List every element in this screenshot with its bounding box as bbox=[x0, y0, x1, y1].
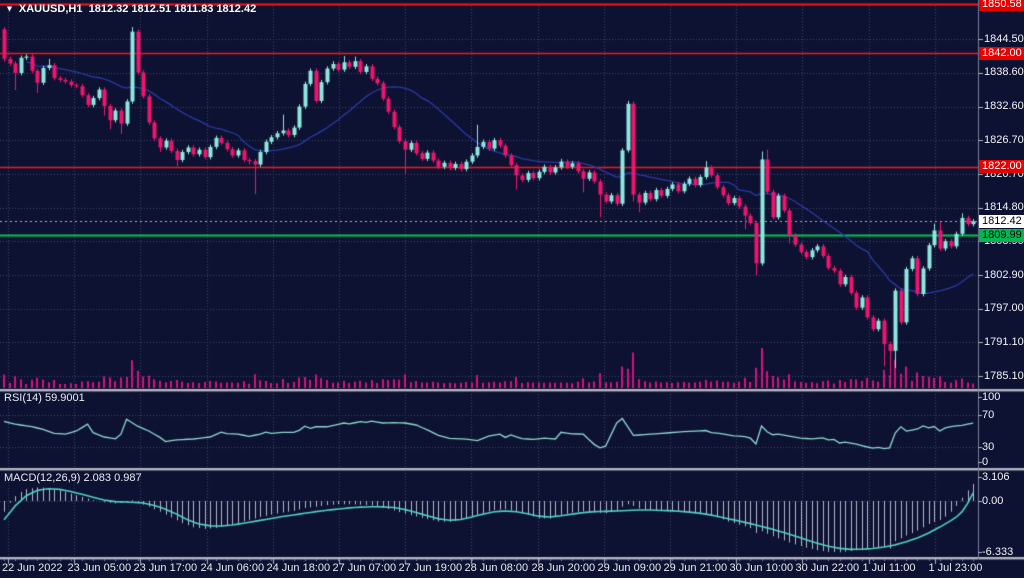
price-axis-label: 1814.80 bbox=[984, 201, 1024, 214]
macd-signal-value: 0.987 bbox=[114, 472, 142, 484]
date-label: 30 Jun 22:00 bbox=[795, 562, 860, 574]
date-label: 24 Jun 18:00 bbox=[266, 562, 331, 574]
date-label: 24 Jun 06:00 bbox=[200, 562, 265, 574]
date-label: 23 Jun 17:00 bbox=[133, 562, 198, 574]
rsi-indicator-label: RSI(14) 59.9001 bbox=[4, 392, 85, 405]
date-label: 28 Jun 20:00 bbox=[531, 562, 596, 574]
macd-axis-label: 3.106 bbox=[982, 470, 1010, 483]
rsi-axis-label: 100 bbox=[982, 390, 1001, 403]
macd-indicator-label: MACD(12,26,9) 2.083 0.987 bbox=[4, 472, 142, 485]
symbol-period-label: XAUUSD,H1 bbox=[18, 3, 83, 15]
macd-axis-label: -6.333 bbox=[982, 545, 1014, 558]
price-level-badge: 1850.58 bbox=[979, 0, 1024, 11]
rsi-name: RSI(14) bbox=[4, 392, 42, 404]
rsi-value: 59.9001 bbox=[44, 392, 85, 404]
ohlc-values: 1812.32 1812.51 1811.83 1812.42 bbox=[88, 3, 257, 15]
date-label: 29 Jun 09:00 bbox=[597, 562, 662, 574]
price-axis-label: 1791.10 bbox=[984, 335, 1024, 348]
price-level-badge: 1842.00 bbox=[979, 46, 1024, 60]
price-level-badge: 1812.42 bbox=[979, 214, 1024, 228]
rsi-axis-label: 70 bbox=[982, 408, 995, 421]
dropdown-triangle-icon[interactable]: ▼ bbox=[5, 4, 14, 14]
date-label: 27 Jun 19:00 bbox=[398, 562, 463, 574]
price-axis-label: 1832.60 bbox=[984, 100, 1024, 113]
date-label: 1 Jul 11:00 bbox=[862, 562, 916, 574]
macd-name: MACD(12,26,9) bbox=[4, 472, 81, 484]
price-axis-label: 1802.90 bbox=[984, 268, 1024, 281]
rsi-axis-label: 0 bbox=[982, 455, 989, 468]
date-label: 29 Jun 21:00 bbox=[663, 562, 728, 574]
date-label: 27 Jun 07:00 bbox=[332, 562, 397, 574]
price-axis-label: 1844.50 bbox=[984, 32, 1024, 45]
price-level-badge: 1822.00 bbox=[979, 160, 1024, 174]
price-axis-label: 1797.00 bbox=[984, 302, 1024, 315]
price-level-badge: 1809.99 bbox=[979, 228, 1024, 242]
date-label: 30 Jun 10:00 bbox=[729, 562, 794, 574]
chart-title: ▼ XAUUSD,H1 1812.32 1812.51 1811.83 1812.… bbox=[4, 3, 256, 16]
price-axis-label: 1826.70 bbox=[984, 133, 1024, 146]
date-label: 22 Jun 2022 bbox=[2, 562, 63, 574]
date-label: 23 Jun 05:00 bbox=[67, 562, 132, 574]
price-axis-label: 1785.10 bbox=[984, 369, 1024, 382]
rsi-axis-label: 30 bbox=[982, 440, 995, 453]
date-label: 1 Jul 23:00 bbox=[928, 562, 983, 574]
macd-value: 2.083 bbox=[83, 472, 112, 484]
date-label: 28 Jun 08:00 bbox=[464, 562, 529, 574]
price-axis-label: 1838.60 bbox=[984, 66, 1024, 78]
macd-axis-label: 0.00 bbox=[982, 494, 1004, 507]
